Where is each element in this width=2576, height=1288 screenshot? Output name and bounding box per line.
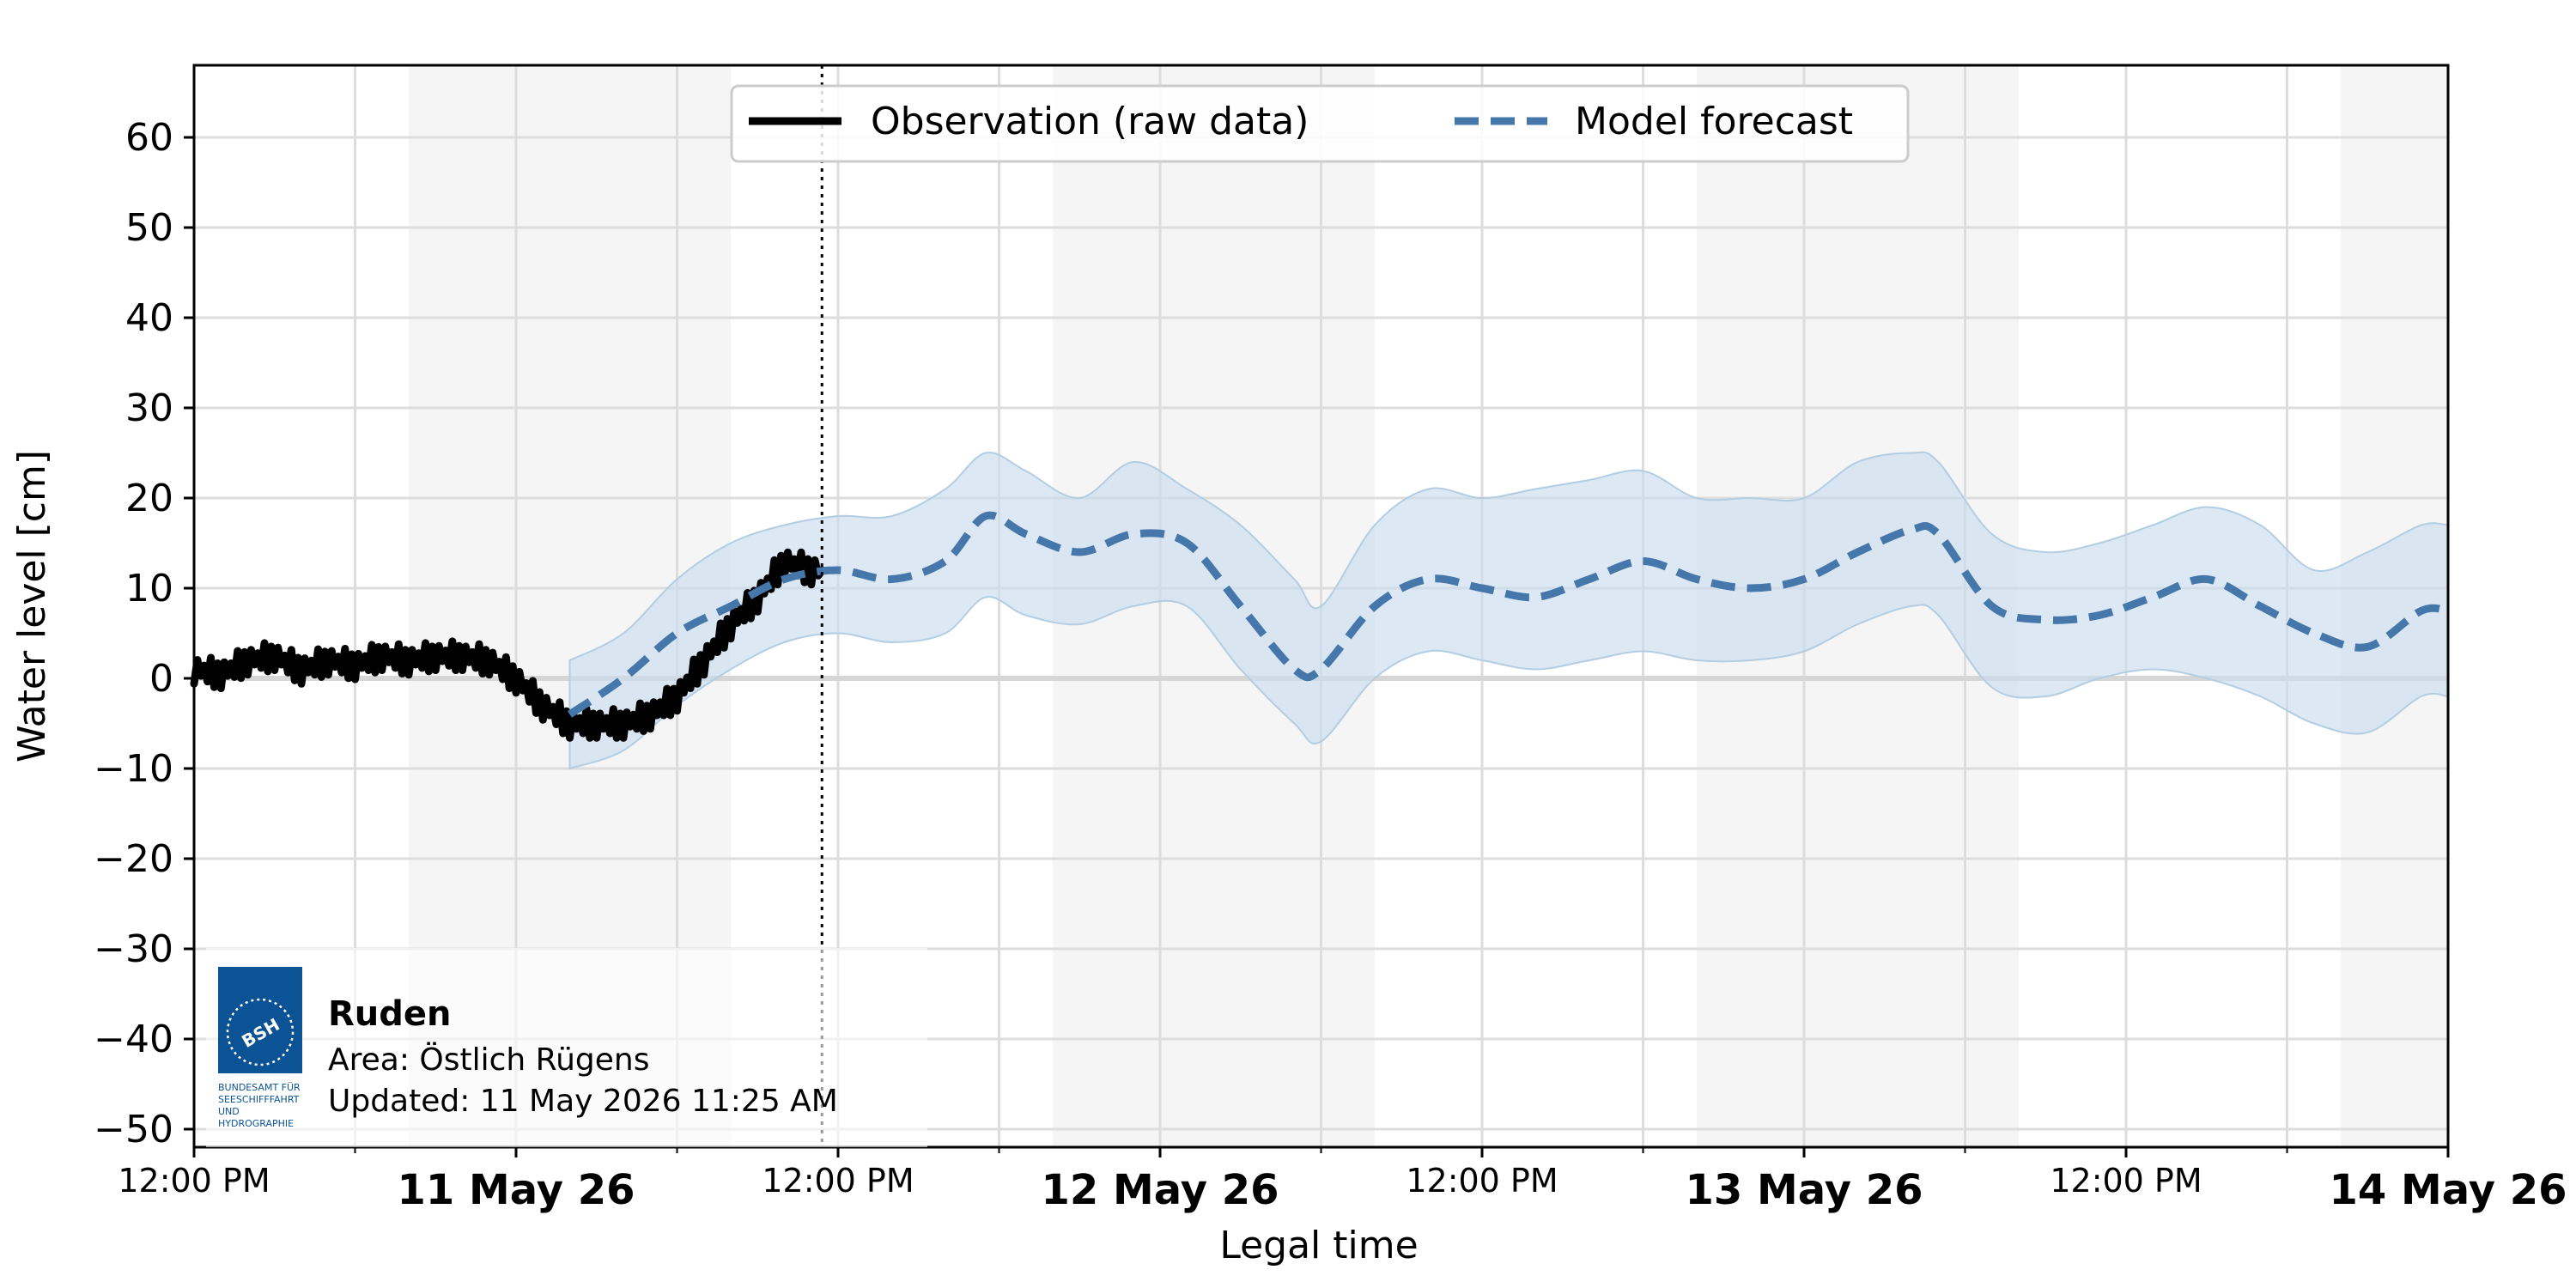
x-tick-label: 12 May 26 [1042,1166,1279,1214]
axis-ticks: 60 50 40 30 20 10 0 −10 −20 −30 −40 −50 12:00 PM 11 M… [94,116,2567,1214]
x-tick-label: 11 May 26 [398,1166,635,1214]
x-tick-label: 13 May 26 [1686,1166,1923,1214]
y-tick-label: 10 [125,567,173,611]
observation-line [190,548,826,742]
x-tick-label: 12:00 PM [118,1162,270,1200]
y-tick-label: −10 [94,747,173,791]
y-tick-label: 60 [125,116,173,160]
bsh-logo-square [218,967,302,1073]
station-info-background [206,948,927,1147]
y-tick-label: 0 [149,657,173,701]
legend-forecast-label: Model forecast [1575,100,1853,143]
forecast-uncertainty-band [568,451,2449,770]
y-axis-label: Water level [cm] [10,450,54,762]
y-tick-label: −40 [94,1018,173,1061]
x-tick-label: 12:00 PM [762,1162,914,1200]
station-area: Area: Östlich Rügens [328,1042,649,1078]
bsh-logo-circle [226,998,295,1066]
station-name: Ruden [328,994,452,1034]
y-tick-label: −50 [94,1108,173,1151]
bsh-logo-caption-3: UND [218,1106,240,1117]
y-tick-label: −30 [94,927,173,971]
x-tick-label: 12:00 PM [1406,1162,1558,1200]
y-tick-label: 40 [125,296,173,340]
y-tick-label: 30 [125,386,173,430]
forecast-line [567,511,2449,718]
y-tick-label: −20 [94,837,173,881]
legend: Observation (raw data) Model forecast [730,84,1910,163]
legend-box [730,84,1910,163]
bsh-logo-caption-1: BUNDESAMT FÜR [218,1082,301,1093]
bsh-logo: BSH BUNDESAMT FÜR SEESCHIFFFAHRT UND HYD… [218,967,302,1129]
x-axis-label: Legal time [1219,1224,1418,1267]
bsh-logo-caption-4: HYDROGRAPHIE [218,1118,294,1129]
station-updated: Updated: 11 May 2026 11:25 AM [328,1084,838,1119]
legend-observation-label: Observation (raw data) [871,100,1309,143]
station-info-box: BSH BUNDESAMT FÜR SEESCHIFFFAHRT UND HYD… [206,948,927,1147]
x-tick-label: 14 May 26 [2330,1166,2567,1214]
bsh-logo-caption-2: SEESCHIFFFAHRT [218,1094,300,1105]
x-tick-label: 12:00 PM [2050,1162,2202,1200]
y-tick-label: 50 [125,206,173,250]
y-tick-label: 20 [125,477,173,520]
